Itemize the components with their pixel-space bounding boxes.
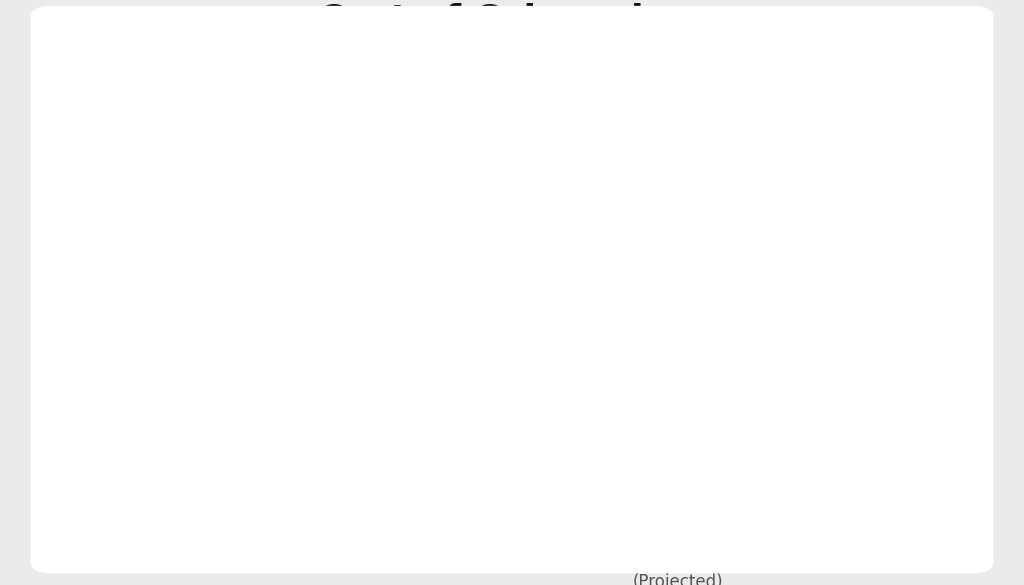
- Text: $8 Trillion: $8 Trillion: [269, 174, 371, 194]
- Text: Cost of Cybercrime: Cost of Cybercrime: [318, 3, 706, 37]
- Text: $10.5 Trillion: $10.5 Trillion: [611, 77, 745, 98]
- Text: 2025: 2025: [647, 527, 710, 547]
- Text: 2023: 2023: [289, 535, 351, 555]
- Text: (Projected): (Projected): [633, 573, 724, 585]
